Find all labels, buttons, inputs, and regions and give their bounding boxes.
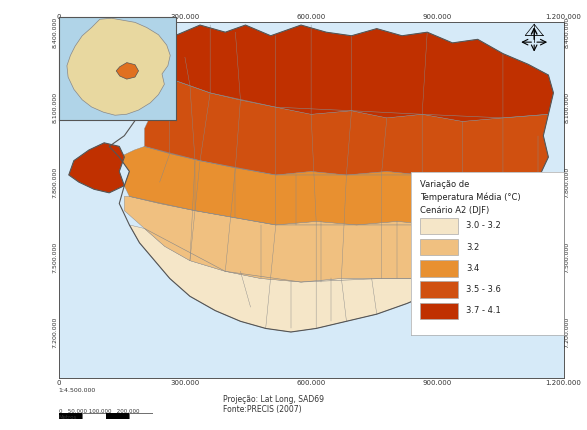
Text: 7.800.000: 7.800.000	[53, 166, 58, 198]
Text: Metros: Metros	[59, 415, 77, 420]
Bar	[82, 413, 106, 419]
Text: 600.000: 600.000	[296, 14, 326, 20]
Polygon shape	[129, 225, 478, 332]
Text: 8.400.000: 8.400.000	[53, 17, 58, 48]
Text: 8.100.000: 8.100.000	[565, 92, 569, 123]
Text: 1.200.000: 1.200.000	[545, 380, 582, 386]
Text: 900.000: 900.000	[423, 14, 452, 20]
Text: 8.100.000: 8.100.000	[53, 92, 58, 123]
Text: 0: 0	[56, 14, 61, 20]
FancyBboxPatch shape	[420, 260, 458, 276]
Text: 0: 0	[56, 380, 61, 386]
Polygon shape	[124, 197, 513, 282]
Text: 7.500.000: 7.500.000	[53, 241, 58, 273]
Text: 7.800.000: 7.800.000	[565, 166, 569, 198]
FancyBboxPatch shape	[420, 303, 458, 319]
Bar	[59, 413, 82, 419]
Text: 3.0 - 3.2: 3.0 - 3.2	[466, 221, 501, 230]
Text: Variação de
Temperatura Média (°C)
Cenário A2 (DJF): Variação de Temperatura Média (°C) Cenár…	[420, 180, 521, 215]
Text: 300.000: 300.000	[170, 380, 200, 386]
FancyBboxPatch shape	[420, 282, 458, 298]
Bar	[106, 413, 129, 419]
Text: 300.000: 300.000	[170, 14, 200, 20]
FancyBboxPatch shape	[420, 239, 458, 255]
FancyBboxPatch shape	[420, 218, 458, 234]
Bar	[129, 413, 153, 419]
Text: 8.400.000: 8.400.000	[565, 17, 569, 48]
Text: 3.4: 3.4	[466, 264, 479, 273]
Text: Projeção: Lat Long, SAD69
Fonte:PRECIS (2007): Projeção: Lat Long, SAD69 Fonte:PRECIS (…	[223, 394, 324, 414]
Text: 1.200.000: 1.200.000	[545, 14, 582, 20]
Polygon shape	[144, 79, 548, 178]
Text: 1:4.500.000: 1:4.500.000	[59, 388, 96, 393]
Polygon shape	[116, 63, 139, 79]
Polygon shape	[165, 25, 554, 121]
Text: 0   50.000 100.000   200.000: 0 50.000 100.000 200.000	[59, 409, 139, 415]
Text: 7.200.000: 7.200.000	[565, 316, 569, 348]
Text: 7.500.000: 7.500.000	[565, 241, 569, 273]
Text: 600.000: 600.000	[296, 380, 326, 386]
Polygon shape	[119, 146, 538, 225]
Text: 3.7 - 4.1: 3.7 - 4.1	[466, 307, 501, 315]
Text: 900.000: 900.000	[423, 380, 452, 386]
Polygon shape	[67, 18, 170, 115]
Polygon shape	[69, 143, 124, 193]
Text: 7.200.000: 7.200.000	[53, 316, 58, 348]
Text: 3.5 - 3.6: 3.5 - 3.6	[466, 285, 501, 294]
Text: 3.2: 3.2	[466, 243, 479, 252]
